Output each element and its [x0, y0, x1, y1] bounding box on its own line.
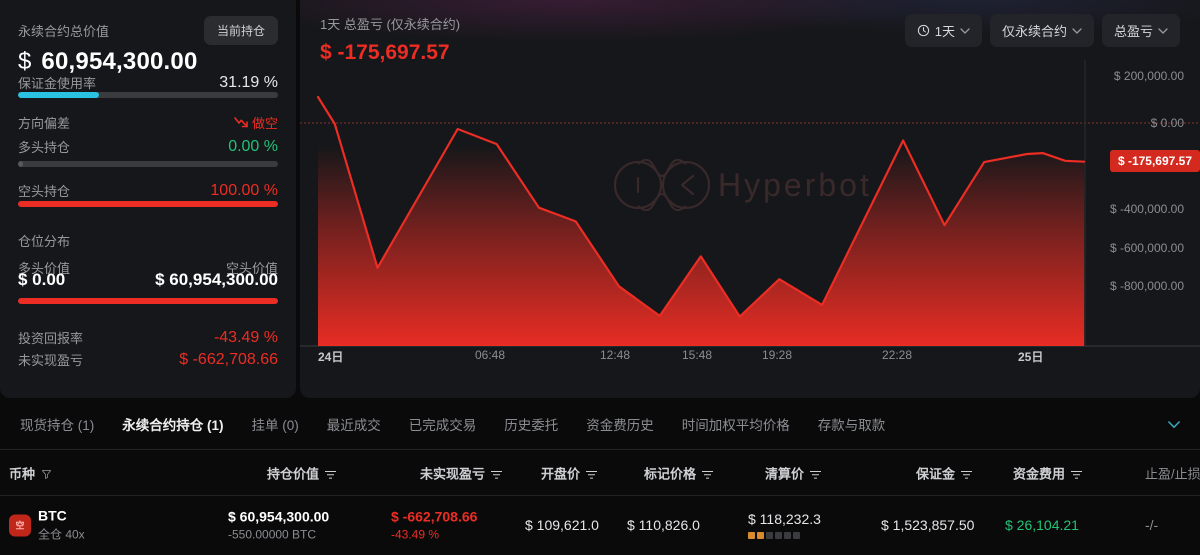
svg-text:Hyperbot: Hyperbot [718, 167, 872, 203]
